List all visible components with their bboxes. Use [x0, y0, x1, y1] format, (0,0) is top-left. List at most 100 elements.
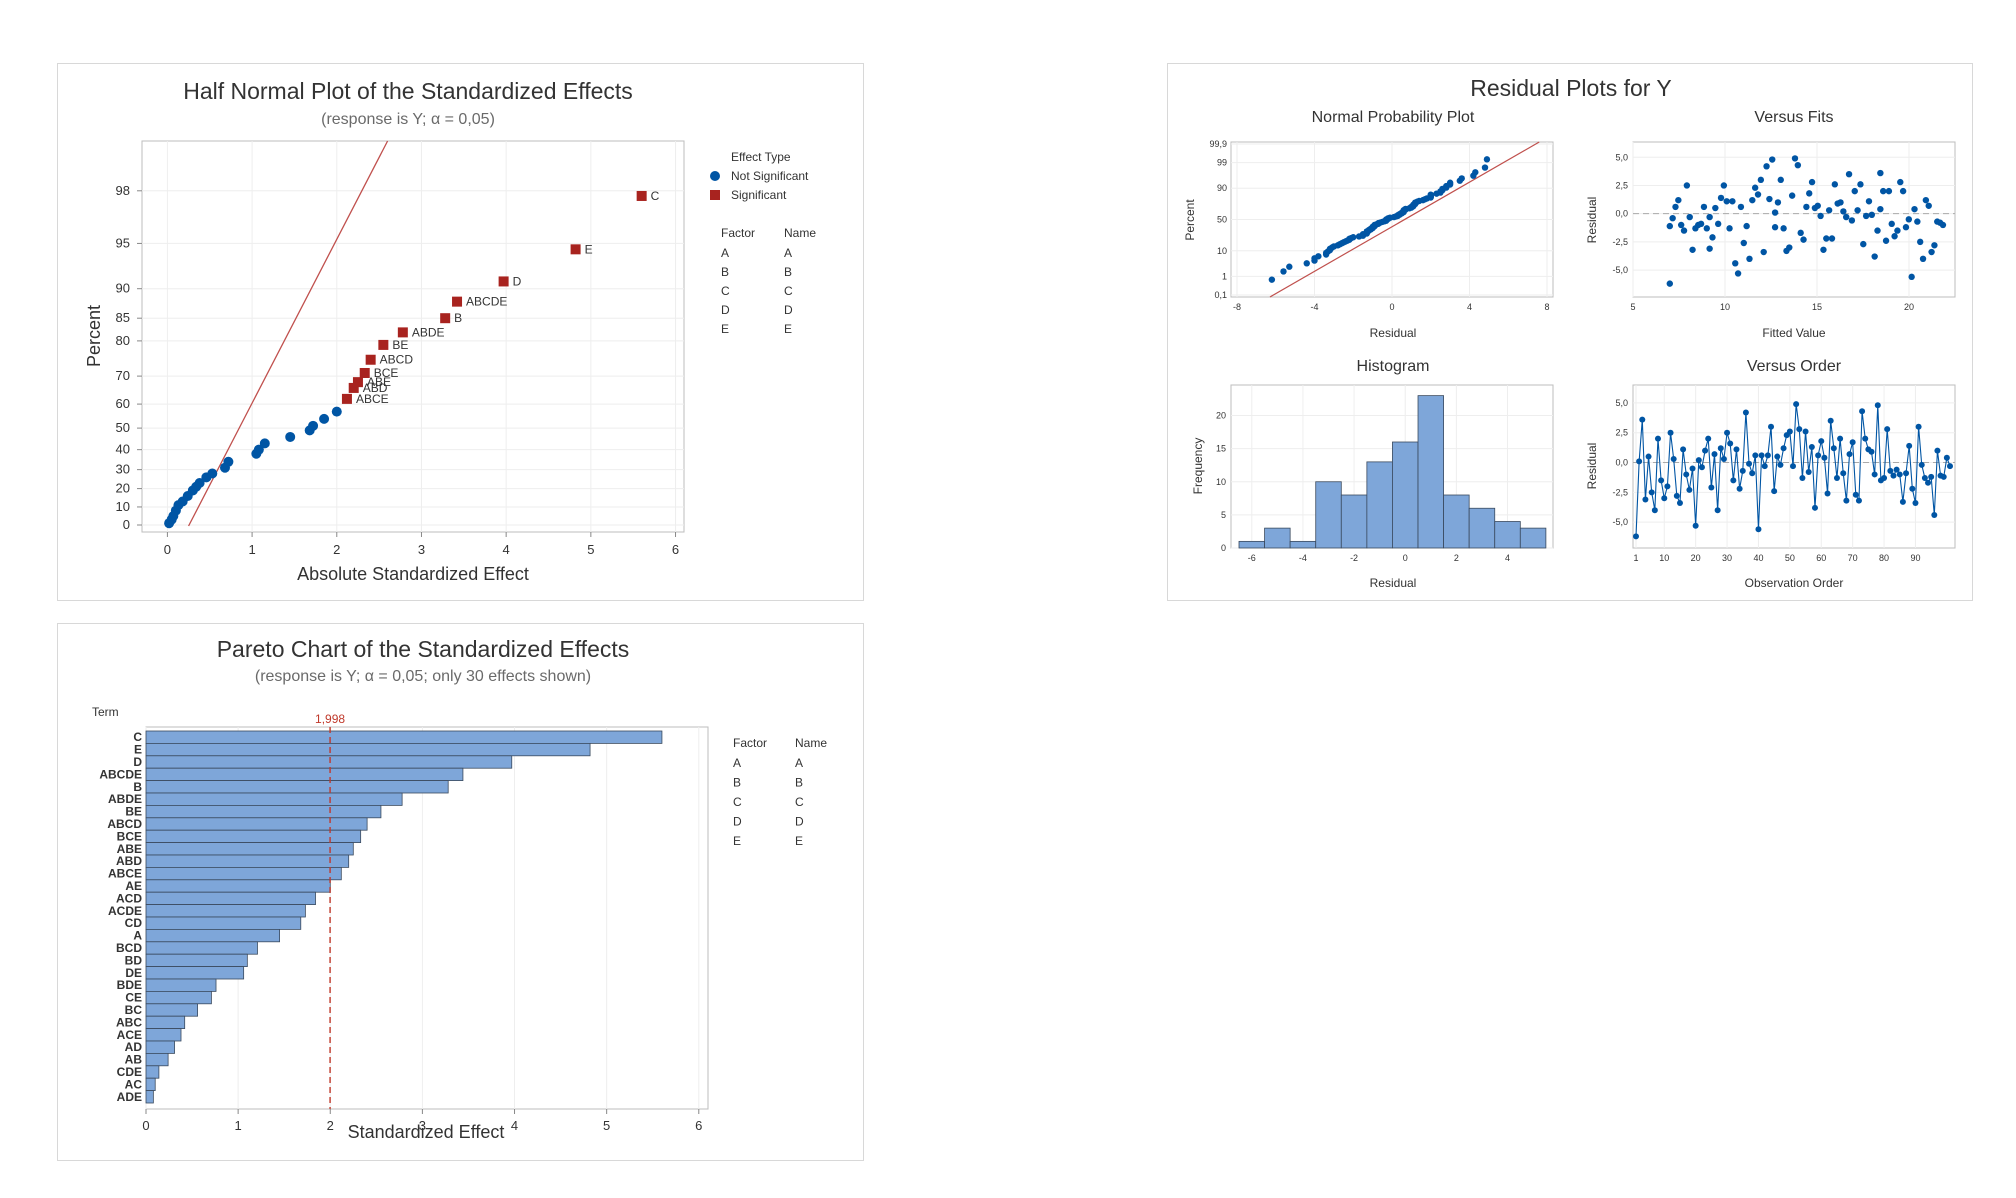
residual-point [1286, 263, 1293, 270]
term-label: BCD [116, 941, 142, 955]
residual-point [1697, 220, 1705, 228]
residual-point [1714, 220, 1722, 228]
residual-point [1916, 238, 1924, 246]
term-axis-label: Term [92, 705, 119, 719]
residual-point [1790, 463, 1796, 470]
y-tick-label: 90 [1217, 183, 1227, 193]
normal-prob-x-label: Residual [1370, 326, 1417, 340]
residual-point [1852, 491, 1859, 498]
residual-point [1825, 207, 1833, 214]
effect-label: D [513, 274, 522, 288]
residual-point [1763, 163, 1770, 170]
residual-point [1742, 409, 1749, 416]
residual-plots-chart: Residual Plots for Y Normal Probability … [1183, 75, 1956, 590]
residual-point [1803, 203, 1810, 211]
residual-point [1723, 198, 1730, 205]
residual-point [1815, 452, 1822, 459]
residual-point [1862, 212, 1870, 220]
residual-point [1830, 445, 1837, 452]
residual-point [1877, 169, 1884, 177]
bar [145, 1015, 186, 1030]
term-label: ACE [117, 1028, 142, 1042]
term-label: CDE [117, 1065, 142, 1079]
residual-point [1837, 435, 1844, 442]
factor-code: A [721, 246, 729, 260]
x-tick-label: 2 [333, 542, 340, 557]
x-tick-label: 5 [1630, 302, 1635, 312]
versus-fits-y-label: Residual [1585, 197, 1599, 244]
residual-point [1752, 452, 1759, 459]
residual-point [1661, 495, 1668, 502]
residual-point [1642, 496, 1649, 503]
y-tick-label: 2,5 [1615, 428, 1628, 438]
bar [145, 1090, 154, 1104]
residual-point [1727, 440, 1734, 447]
residual-point [1280, 268, 1287, 275]
x-axis-label: Absolute Standardized Effect [297, 564, 529, 584]
residual-point [1446, 179, 1454, 186]
factor-code: C [721, 284, 730, 298]
bar [145, 730, 663, 744]
x-tick-label: 0 [142, 1118, 149, 1133]
residual-point [1740, 239, 1747, 247]
y-tick-label: 30 [116, 462, 130, 477]
residual-point [1350, 234, 1357, 241]
residual-point [1934, 447, 1941, 454]
residual-point [1483, 156, 1491, 163]
bar [145, 767, 464, 781]
residual-point [1928, 248, 1935, 256]
x-tick-label: 4 [1467, 302, 1472, 312]
bar [145, 916, 302, 930]
histogram-bar [1366, 461, 1393, 549]
x-axis-label: Standardized Effect [348, 1122, 505, 1142]
residual-point [1794, 161, 1802, 169]
data-point-not-significant [285, 431, 296, 442]
residual-point [1806, 190, 1813, 197]
residual-point [1909, 485, 1916, 492]
residual-point [1911, 205, 1918, 213]
residual-point [1724, 429, 1731, 436]
effect-label: BE [392, 338, 408, 352]
term-label: CD [125, 916, 143, 930]
term-label: ABCD [107, 817, 142, 831]
residual-point [1737, 203, 1745, 211]
y-tick-label: 15 [1216, 444, 1226, 454]
effect-label: ABCD [380, 353, 414, 367]
residual-point [1777, 461, 1784, 468]
residual-point [1771, 209, 1779, 216]
residual-point [1268, 276, 1276, 283]
bar [145, 1052, 169, 1067]
residual-point [1800, 236, 1807, 243]
residual-point [1811, 504, 1818, 511]
histogram-y-label: Frequency [1191, 438, 1205, 495]
residual-point [1672, 203, 1679, 211]
x-tick-label: -8 [1233, 302, 1241, 312]
legend-marker-significant [710, 190, 720, 200]
residual-plots-title: Residual Plots for Y [1470, 75, 1672, 101]
residual-point [1680, 227, 1688, 234]
x-tick-label: 50 [1785, 553, 1795, 563]
residual-point [1777, 176, 1784, 184]
bar [145, 842, 354, 856]
residual-point [1859, 408, 1866, 415]
x-tick-label: 6 [672, 542, 679, 557]
effect-label: ABCDE [466, 295, 507, 309]
residual-point [1666, 280, 1673, 287]
residual-point [1703, 225, 1710, 232]
residual-point [1686, 486, 1693, 493]
residual-point [1746, 460, 1753, 467]
x-tick-label: 1 [1633, 553, 1638, 563]
term-label: D [133, 755, 142, 769]
name-header: Name [795, 736, 827, 750]
residual-point [1903, 470, 1910, 477]
factor-name: C [784, 284, 793, 298]
residual-point [1774, 453, 1781, 460]
bar [145, 866, 342, 881]
residual-point [1670, 455, 1677, 462]
residual-point [1712, 204, 1719, 212]
data-point-significant [365, 354, 376, 365]
residual-point [1905, 216, 1913, 223]
data-point-significant [352, 377, 363, 388]
residual-point [1820, 246, 1827, 253]
